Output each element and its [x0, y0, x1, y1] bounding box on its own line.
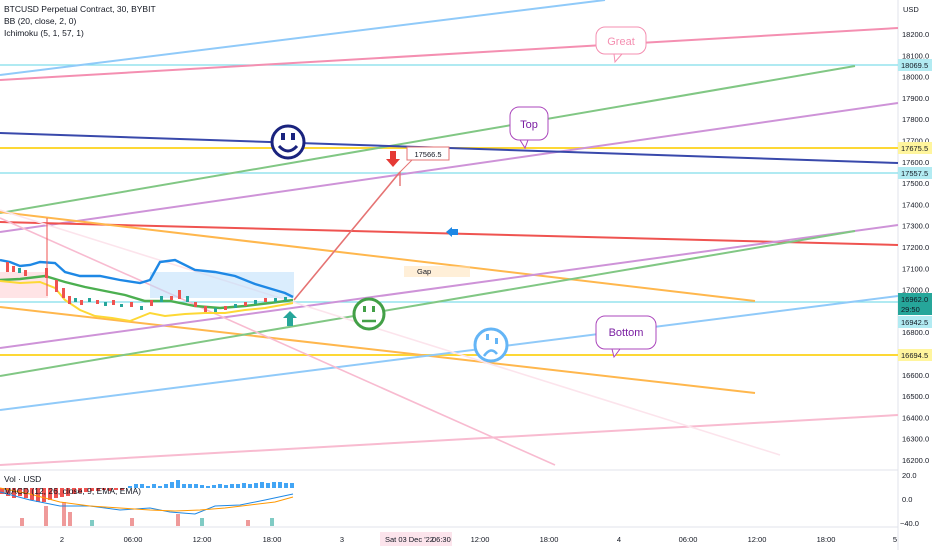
macd-axis-tick: 20.0 — [902, 471, 917, 480]
gap-zone[interactable] — [404, 266, 470, 277]
price-axis-tick: 17900.0 — [902, 94, 929, 103]
callout-great-text: Great — [607, 36, 635, 48]
macd-axis-tick: 0.0 — [902, 495, 912, 504]
trendline-pink-diagonal-b[interactable] — [0, 209, 781, 456]
projection-line[interactable] — [293, 171, 401, 301]
trendline-orange-lower[interactable] — [0, 306, 756, 394]
price-axis-tick: 16300.0 — [902, 435, 929, 444]
symbol-legend[interactable]: BTCUSD Perpetual Contract, 30, BYBIT — [4, 4, 156, 14]
volume-legend[interactable]: Vol · USD — [4, 474, 42, 484]
ichimoku-legend[interactable]: Ichimoku (5, 1, 57, 1) — [4, 28, 84, 38]
bollinger-basis[interactable] — [0, 274, 294, 310]
time-tick: 5 — [893, 535, 897, 544]
bollinger-lower-band[interactable] — [0, 280, 294, 323]
price-axis[interactable]: 18200.0 18100.0 18000.0 17900.0 17800.0 17700… — [902, 30, 929, 465]
price-axis-tick: 17400.0 — [902, 200, 929, 209]
target-price-connector — [399, 159, 413, 173]
price-tag-text: 17557.5 — [901, 169, 928, 178]
macd-axis-tick: −40.0 — [900, 519, 919, 528]
price-tag[interactable]: 17557.5 — [898, 167, 932, 179]
callout-top[interactable]: Top — [509, 106, 549, 150]
price-axis-tick: 16800.0 — [902, 328, 929, 337]
macd-signal-line[interactable] — [0, 487, 294, 512]
candles[interactable] — [6, 218, 287, 312]
time-tick: 18:00 — [263, 535, 282, 544]
price-axis-tick: 17000.0 — [902, 286, 929, 295]
bollinger-upper-band[interactable] — [0, 258, 294, 299]
time-tick: 18:00 — [817, 535, 836, 544]
price-axis-tick: 17200.0 — [902, 243, 929, 252]
time-tick: 18:00 — [540, 535, 559, 544]
time-tick: 12:00 — [748, 535, 767, 544]
time-cursor-highlight — [380, 532, 452, 546]
time-axis[interactable]: 2 06:00 12:00 18:00 3 Sat 03 Dec '22 06:… — [60, 532, 897, 546]
price-axis-tick: 18100.0 — [902, 51, 929, 60]
trendline-blue-top[interactable] — [0, 0, 606, 76]
price-axis-tick: 17800.0 — [902, 115, 929, 124]
price-axis-tick: 16200.0 — [902, 456, 929, 465]
trendline-green-lower[interactable] — [0, 230, 856, 377]
trendline-blue-lower[interactable] — [0, 295, 899, 411]
time-tick: 06:00 — [124, 535, 143, 544]
price-axis-tick: 18200.0 — [902, 30, 929, 39]
price-axis-tick: 16600.0 — [902, 371, 929, 380]
trendline-green-upper[interactable] — [0, 65, 856, 214]
callout-bottom[interactable]: Bottom — [595, 315, 657, 359]
current-price-text: 16962.0 — [901, 295, 928, 304]
countdown-text: 29:50 — [901, 305, 920, 314]
price-axis-tick: 17500.0 — [902, 179, 929, 188]
price-axis-unit: USD — [903, 5, 919, 14]
time-cursor-time: 06:30 — [432, 535, 451, 544]
gap-label: Gap — [417, 267, 431, 276]
callout-bottom-text: Bottom — [609, 327, 644, 339]
price-tag-text: 16694.5 — [901, 351, 928, 360]
time-cursor-date: Sat 03 Dec '22 — [385, 535, 434, 544]
arrow-left-icon[interactable] — [446, 227, 458, 237]
bb-legend[interactable]: BB (20, close, 2, 0) — [4, 16, 77, 26]
arrow-up-icon[interactable] — [283, 311, 297, 326]
callout-top-text: Top — [520, 119, 538, 131]
price-axis-tick: 18000.0 — [902, 73, 929, 82]
price-axis-tick: 16500.0 — [902, 392, 929, 401]
price-axis-tick: 17600.0 — [902, 158, 929, 167]
price-axis-tick: 17700.0 — [902, 137, 929, 146]
trendline-pink-diagonal-a[interactable] — [0, 217, 556, 466]
trendline-pink-top[interactable] — [0, 27, 899, 81]
target-price-box[interactable] — [406, 146, 450, 161]
price-axis-tick: 16400.0 — [902, 413, 929, 422]
price-tag-text: 17675.5 — [901, 144, 928, 153]
smiley-sad-icon[interactable] — [473, 327, 509, 363]
time-tick: 12:00 — [471, 535, 490, 544]
time-tick: 2 — [60, 535, 64, 544]
arrow-down-icon[interactable] — [386, 151, 400, 167]
price-axis-tick: 17300.0 — [902, 222, 929, 231]
trendline-orange-upper[interactable] — [0, 211, 756, 302]
smiley-neutral-icon[interactable] — [352, 297, 386, 331]
price-tag[interactable]: 16694.5 — [898, 349, 932, 361]
ichimoku-cloud — [150, 272, 294, 298]
callout-great[interactable]: Great — [595, 26, 647, 64]
time-tick: 4 — [617, 535, 621, 544]
price-tag-text: 16942.5 — [901, 318, 928, 327]
price-tag[interactable]: 16942.5 — [898, 316, 932, 328]
time-tick: 12:00 — [193, 535, 212, 544]
macd-legend[interactable]: MACD (12, 26, close, 9, EMA, EMA) — [4, 486, 141, 496]
target-price-label: 17566.5 — [414, 150, 441, 159]
smiley-happy-icon[interactable] — [270, 124, 306, 160]
current-price-tag[interactable]: 16962.0 29:50 — [898, 293, 932, 315]
price-tag-text: 18069.5 — [901, 61, 928, 70]
trendline-purple-lower[interactable] — [0, 224, 899, 349]
price-tag[interactable]: 18069.5 — [898, 59, 932, 71]
time-tick: 3 — [340, 535, 344, 544]
trendline-pink-lower[interactable] — [0, 414, 899, 466]
time-tick: 06:00 — [679, 535, 698, 544]
price-axis-tick: 17100.0 — [902, 264, 929, 273]
price-tag[interactable]: 17675.5 — [898, 142, 932, 154]
volume-bars[interactable] — [20, 502, 274, 526]
trendline-purple-upper[interactable] — [0, 102, 899, 233]
